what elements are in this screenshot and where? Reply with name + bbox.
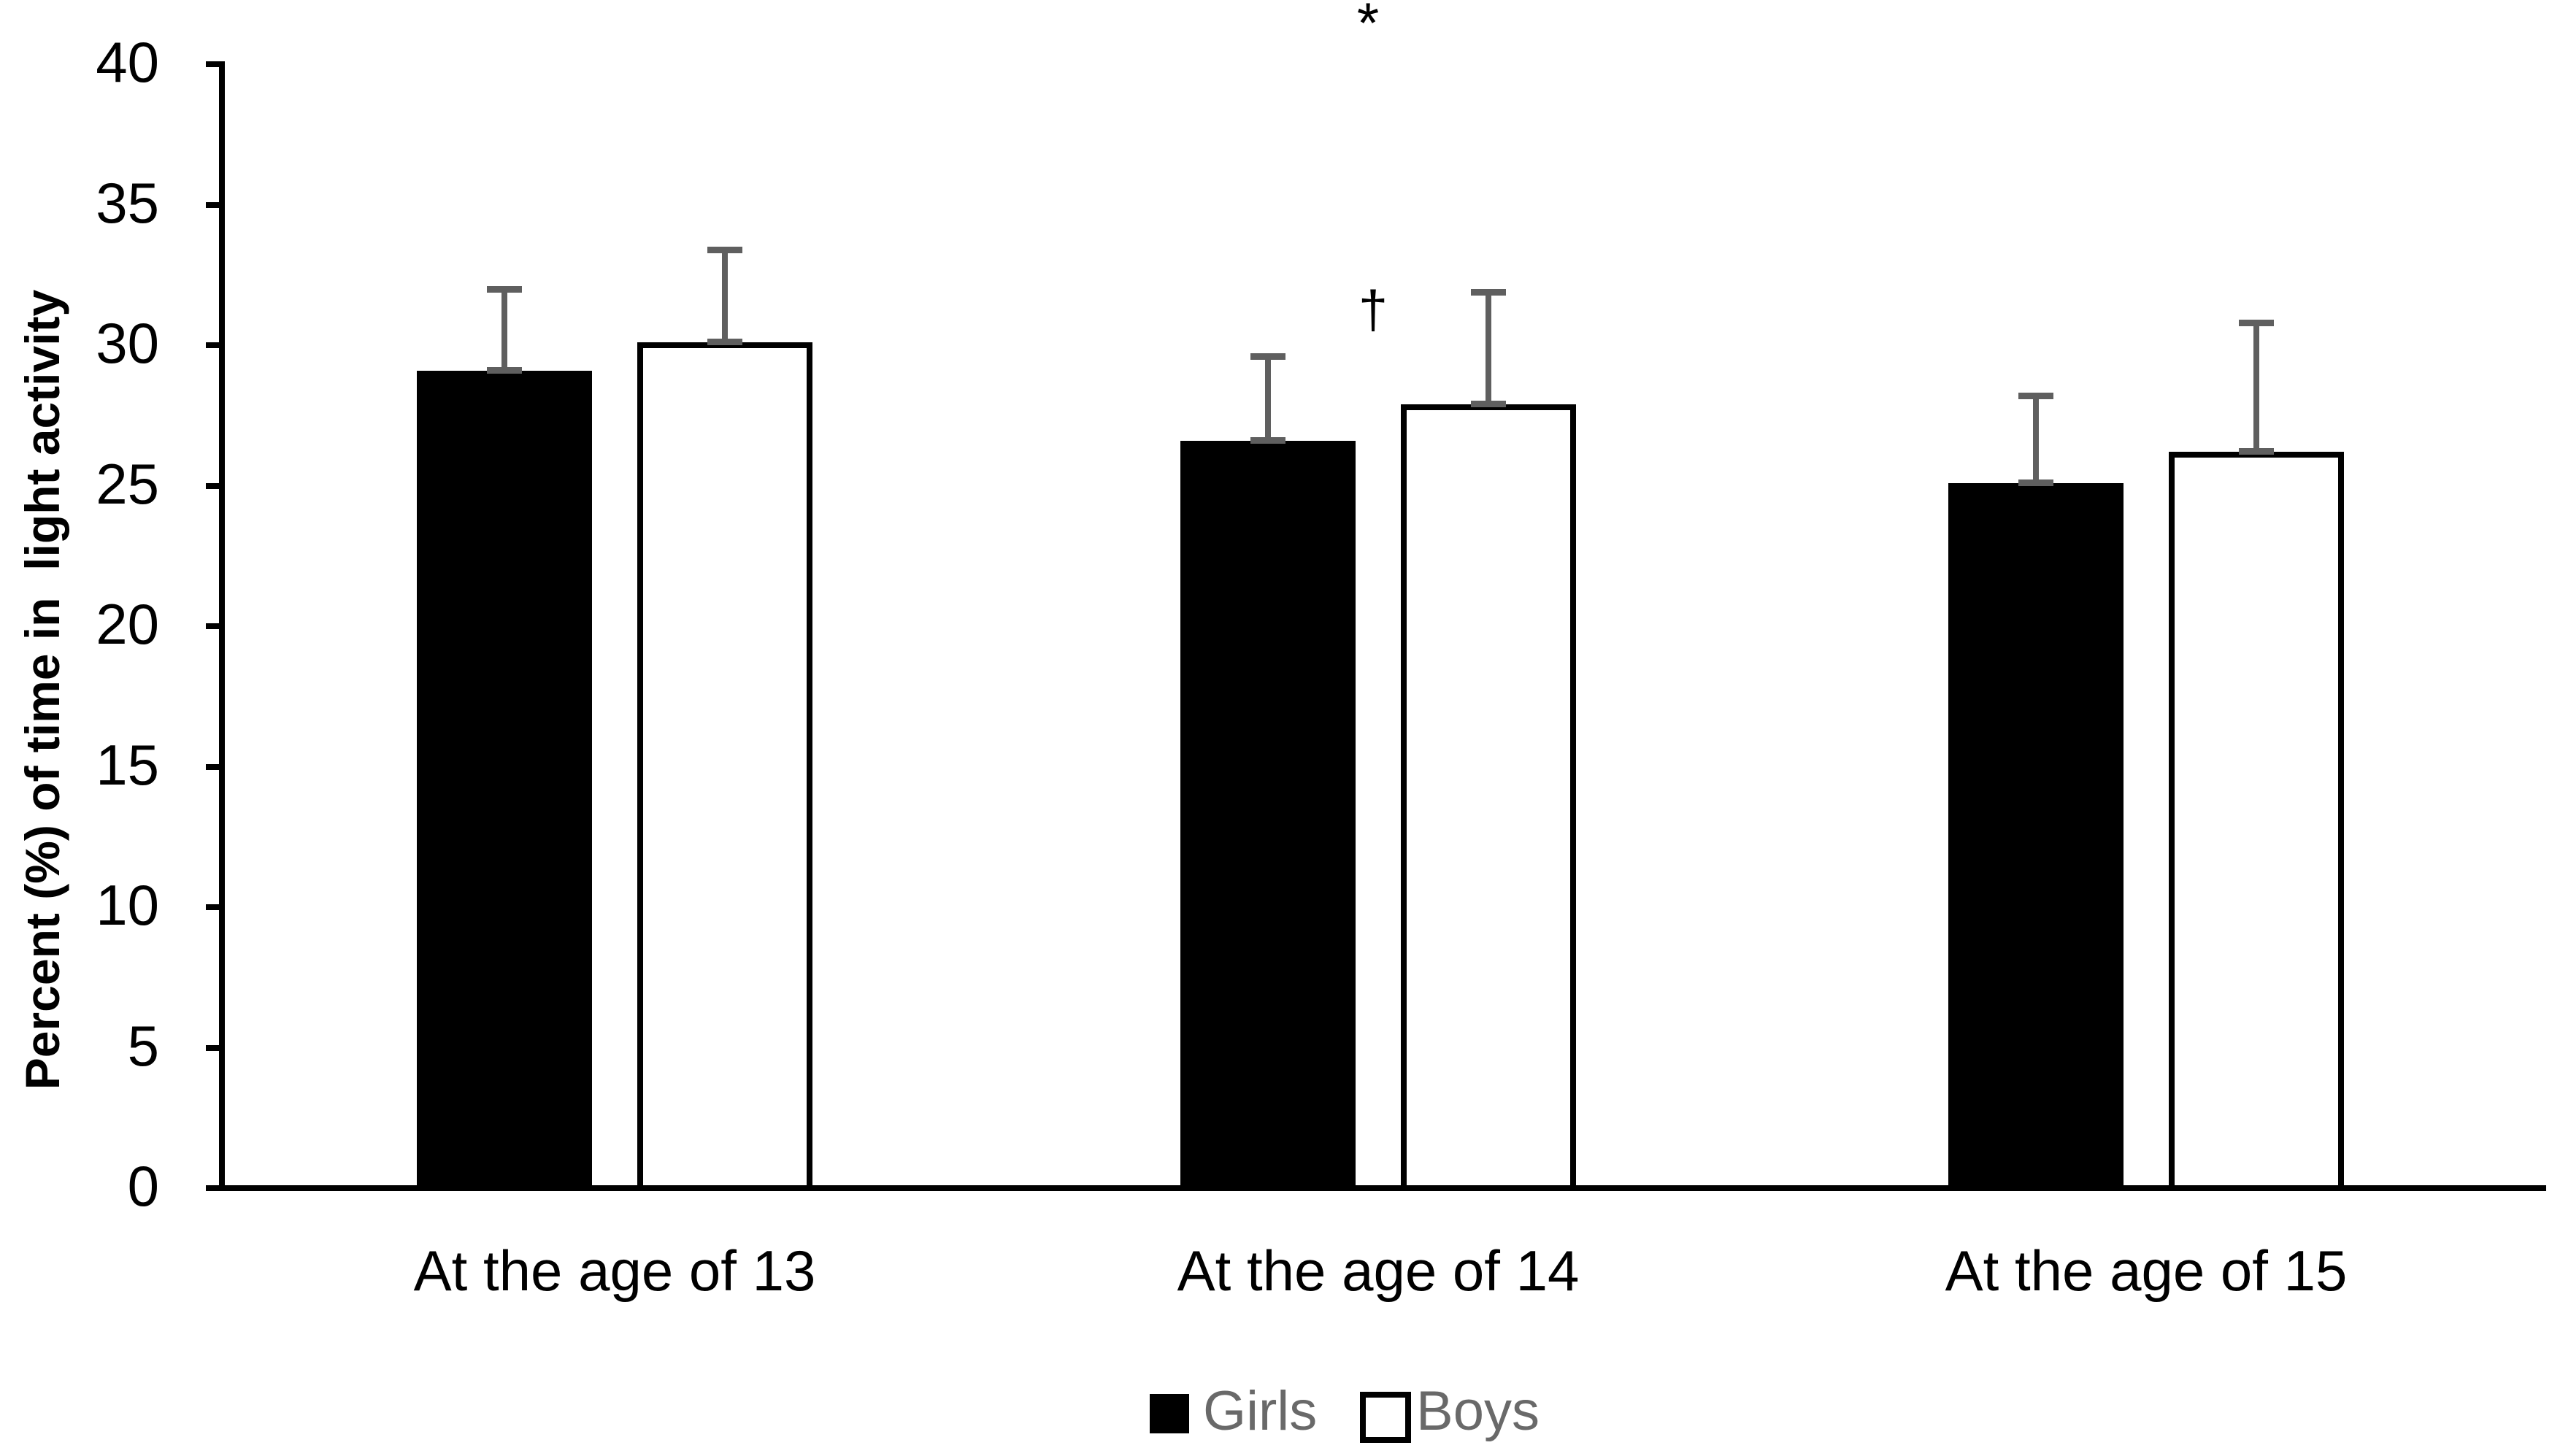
error-cap-bottom-boys-15 <box>2239 448 2274 455</box>
annotation-dagger: † <box>1358 281 1388 339</box>
y-tick-label-15: 15 <box>96 733 159 797</box>
error-cap-top-boys-14 <box>1471 289 1506 296</box>
error-bar-boys-14 <box>1486 292 1491 404</box>
y-axis-title: Percent (%) of time in light activity <box>15 289 69 1090</box>
bar-girls-14 <box>1180 441 1356 1191</box>
outlined-white-square <box>1360 1392 1411 1443</box>
error-cap-top-girls-13 <box>487 286 522 293</box>
x-axis-line <box>206 1185 2546 1191</box>
error-cap-top-girls-15 <box>2018 393 2053 399</box>
error-cap-bottom-boys-13 <box>707 339 742 345</box>
y-tick-20 <box>206 623 222 629</box>
error-cap-bottom-boys-14 <box>1471 401 1506 407</box>
error-cap-top-boys-13 <box>707 247 742 253</box>
y-tick-40 <box>206 61 222 67</box>
y-tick-35 <box>206 202 222 208</box>
x-category-label-13: At the age of 13 <box>413 1239 816 1303</box>
bar-boys-14 <box>1401 404 1576 1191</box>
error-cap-bottom-girls-14 <box>1250 437 1285 444</box>
y-tick-10 <box>206 904 222 910</box>
annotation-asterisk: * <box>1356 0 1380 55</box>
x-category-label-15: At the age of 15 <box>1945 1239 2348 1303</box>
y-tick-label-20: 20 <box>96 592 159 656</box>
y-tick-label-30: 30 <box>96 311 159 375</box>
error-cap-bottom-girls-13 <box>487 367 522 374</box>
y-tick-25 <box>206 483 222 489</box>
error-cap-bottom-girls-15 <box>2018 479 2053 486</box>
y-tick-30 <box>206 342 222 348</box>
bar-boys-15 <box>2169 452 2344 1191</box>
y-tick-5 <box>206 1045 222 1051</box>
error-cap-top-boys-15 <box>2239 320 2274 326</box>
y-tick-label-25: 25 <box>96 452 159 516</box>
x-category-label-14: At the age of 14 <box>1177 1239 1580 1303</box>
error-bar-boys-13 <box>722 250 728 342</box>
legend-label-girls: Girls <box>1203 1380 1318 1442</box>
y-tick-label-10: 10 <box>96 873 159 937</box>
y-tick-label-5: 5 <box>127 1014 159 1078</box>
legend-label-boys: Boys <box>1416 1380 1540 1442</box>
bar-girls-13 <box>417 371 592 1191</box>
error-bar-girls-13 <box>501 289 507 371</box>
y-tick-15 <box>206 764 222 770</box>
error-cap-top-girls-14 <box>1250 353 1285 360</box>
y-tick-label-0: 0 <box>127 1154 159 1218</box>
bar-girls-15 <box>1948 483 2124 1191</box>
bar-boys-13 <box>637 342 812 1191</box>
error-bar-boys-15 <box>2253 323 2259 452</box>
filled-black-square <box>1150 1394 1189 1433</box>
y-tick-label-35: 35 <box>96 171 159 235</box>
error-bar-girls-14 <box>1265 356 1271 441</box>
error-bar-girls-15 <box>2033 396 2039 483</box>
y-axis-line <box>219 61 225 1191</box>
y-tick-label-40: 40 <box>96 30 159 94</box>
